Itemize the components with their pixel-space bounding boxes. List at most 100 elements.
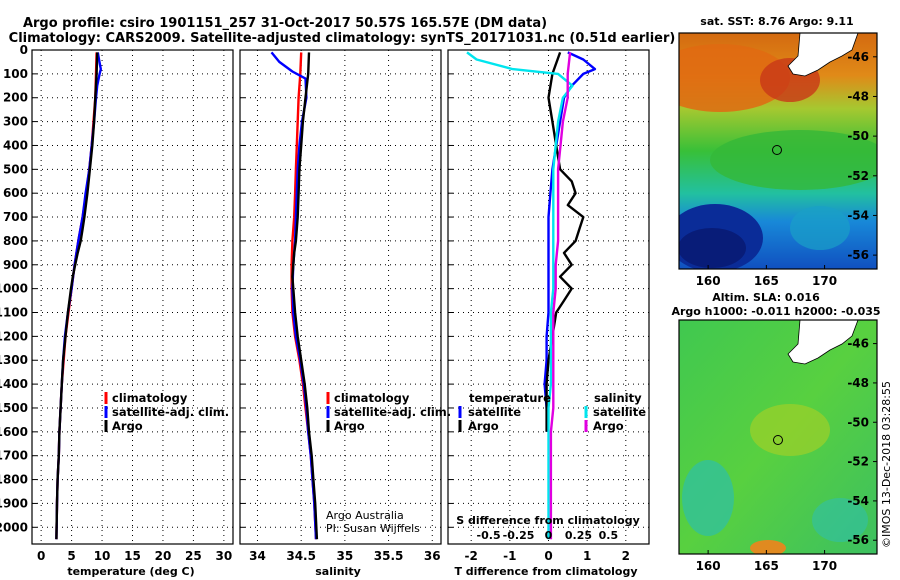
difference-t-label: T difference from climatology bbox=[454, 565, 637, 578]
x-tick-label: 20 bbox=[155, 549, 172, 563]
legend-climatology: climatology bbox=[112, 391, 188, 405]
map-y-tick-label: -48 bbox=[847, 89, 869, 103]
x-tick-label: 2 bbox=[622, 549, 630, 563]
x-tick-label: 1 bbox=[583, 549, 591, 563]
sst-map-frame bbox=[678, 32, 878, 270]
s-tick-label: -0.25 bbox=[503, 529, 535, 542]
salinity-plot-frame bbox=[239, 49, 442, 545]
series-line-satellite bbox=[543, 51, 597, 432]
x-tick-label: 35 bbox=[337, 549, 354, 563]
legend-satellite: satellite-adj. clim. bbox=[112, 405, 229, 419]
salinity-series bbox=[270, 51, 319, 540]
depth-tick-label: 1800 bbox=[0, 473, 28, 487]
legend-s-argo: Argo bbox=[593, 419, 624, 433]
sst-map-panel: sat. SST: 8.76 Argo: 9.11 160 165 170 -46 -4… bbox=[678, 15, 878, 288]
x-tick-label: 0 bbox=[544, 549, 552, 563]
temperature-series bbox=[55, 52, 103, 540]
sla-cyan-patch bbox=[682, 460, 734, 536]
x-tick-label: 34.5 bbox=[286, 549, 316, 563]
temperature-legend: climatology satellite-adj. clim. Argo bbox=[104, 391, 229, 433]
sst-map-ticks: 160 165 170 -46 -48 -50 -52 -54 -56 bbox=[696, 50, 877, 288]
title-line-1: Argo profile: csiro 1901151_257 31-Oct-2… bbox=[23, 16, 547, 31]
map-y-tick-label: -54 bbox=[847, 494, 869, 508]
series-line-argo bbox=[549, 52, 572, 540]
difference-series bbox=[466, 51, 597, 540]
legend-satellite: satellite-adj. clim. bbox=[334, 405, 451, 419]
x-tick-label: -1 bbox=[503, 549, 516, 563]
sst-mid-blob bbox=[790, 206, 850, 250]
watermark: ©IMOS 13-Dec-2018 03:28:55 bbox=[880, 381, 893, 548]
x-tick-label: 5 bbox=[67, 549, 75, 563]
x-tick-label: 35.5 bbox=[374, 549, 404, 563]
depth-tick-label: 1700 bbox=[0, 449, 28, 463]
salinity-x-ticks: 34 34.5 35 35.5 36 bbox=[249, 549, 440, 563]
series-line-argo bbox=[291, 52, 319, 540]
salinity-grid bbox=[240, 49, 441, 544]
map-y-tick-label: -48 bbox=[847, 376, 869, 390]
sst-float-marker bbox=[772, 145, 782, 155]
map-y-tick-label: -46 bbox=[847, 50, 869, 64]
sla-float-marker bbox=[773, 435, 783, 445]
sst-green-band bbox=[710, 130, 877, 190]
legend-t-argo: Argo bbox=[468, 419, 499, 433]
series-line-climatology bbox=[55, 52, 98, 540]
map-x-tick-label: 170 bbox=[812, 559, 837, 573]
legend-argo: Argo bbox=[112, 419, 143, 433]
legend-t-satellite: satellite bbox=[468, 405, 521, 419]
depth-tick-label: 300 bbox=[3, 115, 28, 129]
depth-tick-label: 100 bbox=[3, 67, 28, 81]
map-x-tick-label: 170 bbox=[812, 274, 837, 288]
map-y-tick-label: -50 bbox=[847, 129, 869, 143]
sla-map-title: Altim. SLA: 0.016 bbox=[712, 291, 820, 304]
sst-land bbox=[787, 33, 859, 77]
map-y-tick-label: -52 bbox=[847, 455, 869, 469]
series-line-satellite bbox=[466, 51, 574, 540]
sst-cold-blob-inner bbox=[679, 228, 746, 268]
depth-tick-label: 0 bbox=[20, 43, 28, 57]
map-x-tick-label: 165 bbox=[754, 274, 779, 288]
map-y-tick-label: -50 bbox=[847, 415, 869, 429]
depth-tick-label: 600 bbox=[3, 186, 28, 200]
s-tick-label: 0 bbox=[545, 529, 553, 542]
legend-s-satellite: satellite bbox=[593, 405, 646, 419]
difference-legend: temperature satellite Argo salinity sate… bbox=[458, 391, 646, 433]
map-x-tick-label: 165 bbox=[754, 559, 779, 573]
depth-tick-label: 700 bbox=[3, 210, 28, 224]
temperature-x-label: temperature (deg C) bbox=[67, 565, 194, 578]
depth-tick-label: 800 bbox=[3, 234, 28, 248]
sla-map-panel: Altim. SLA: 0.016 Argo h1000: -0.011 h20… bbox=[671, 291, 880, 573]
temperature-x-ticks: 0 5 10 15 20 25 30 bbox=[37, 549, 232, 563]
map-x-tick-label: 160 bbox=[696, 559, 721, 573]
temperature-grid bbox=[32, 49, 233, 544]
temperature-panel: 0 5 10 15 20 25 30 temperature (deg C) climato… bbox=[31, 49, 234, 578]
annotation-line-1: Argo Australia bbox=[326, 509, 404, 522]
x-tick-label: 34 bbox=[249, 549, 266, 563]
difference-s-label: S difference from climatology bbox=[456, 514, 640, 527]
x-tick-label: 25 bbox=[185, 549, 202, 563]
depth-tick-label: 1100 bbox=[0, 306, 28, 320]
series-line-argo bbox=[55, 52, 99, 540]
legend-temperature-header: temperature bbox=[469, 391, 551, 405]
depth-tick-label: 900 bbox=[3, 258, 28, 272]
s-tick-label: 0.5 bbox=[599, 529, 619, 542]
s-tick-label: -0.5 bbox=[477, 529, 501, 542]
s-tick-label: 0.25 bbox=[565, 529, 592, 542]
x-tick-label: 36 bbox=[424, 549, 441, 563]
salinity-panel: 34 34.5 35 35.5 36 salinity climatology sate… bbox=[239, 49, 451, 578]
depth-tick-label: 1000 bbox=[0, 282, 28, 296]
depth-tick-label: 2000 bbox=[0, 520, 28, 534]
salinity-x-label: salinity bbox=[315, 565, 361, 578]
depth-tick-label: 1600 bbox=[0, 425, 28, 439]
depth-tick-label: 1200 bbox=[0, 329, 28, 343]
difference-panel: -2 -1 0 1 2 -0.5 -0.25 0 0.25 0.5 S difference f… bbox=[447, 49, 650, 578]
map-y-tick-label: -56 bbox=[847, 533, 869, 547]
legend-argo: Argo bbox=[334, 419, 365, 433]
legend-salinity-header: salinity bbox=[594, 391, 642, 405]
sla-map-subtitle: Argo h1000: -0.011 h2000: -0.035 bbox=[671, 305, 880, 318]
sst-warm-patch bbox=[679, 44, 790, 112]
x-tick-label: 15 bbox=[124, 549, 141, 563]
map-y-tick-label: -56 bbox=[847, 248, 869, 262]
sla-yellow-patch bbox=[750, 404, 830, 456]
difference-s-ticks: -0.5 -0.25 0 0.25 0.5 bbox=[477, 529, 619, 542]
depth-axis: 0 100 200 300 400 500 600 700 800 900 1000 1100 1200… bbox=[0, 43, 28, 534]
